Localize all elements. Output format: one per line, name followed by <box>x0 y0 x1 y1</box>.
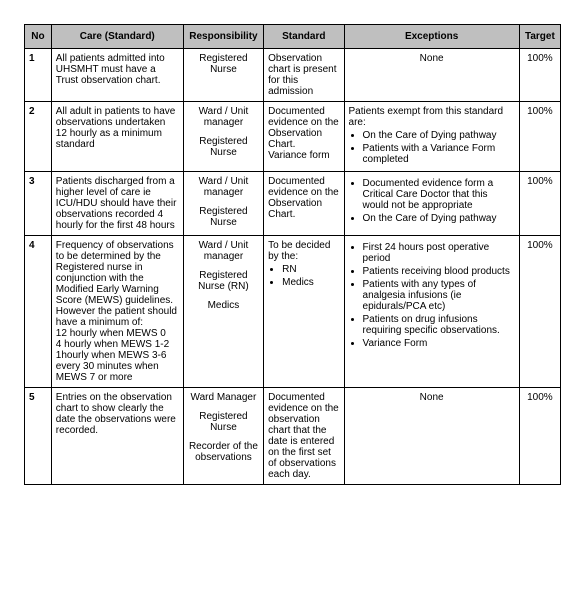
cell-exceptions: None <box>344 49 519 102</box>
exceptions-list-item: Patients receiving blood products <box>363 266 515 277</box>
cell-responsibility: Ward Manager Registered Nurse Recorder of … <box>183 388 263 485</box>
header-no: No <box>25 25 52 49</box>
cell-standard: Documented evidence on the observation c… <box>264 388 344 485</box>
header-tgt: Target <box>519 25 560 49</box>
cell-no: 1 <box>25 49 52 102</box>
table-body: 1All patients admitted into UHSMHT must … <box>25 49 561 485</box>
table-row: 5Entries on the observation chart to sho… <box>25 388 561 485</box>
table-row: 4Frequency of observations to be determi… <box>25 236 561 388</box>
standard-list-item: Medics <box>282 277 339 288</box>
responsibility-item: Registered Nurse <box>188 53 259 75</box>
cell-care: All patients admitted into UHSMHT must h… <box>51 49 183 102</box>
exceptions-list-item: On the Care of Dying pathway <box>363 213 515 224</box>
exceptions-list-item: Documented evidence form a Critical Care… <box>363 178 515 211</box>
cell-responsibility: Registered Nurse <box>183 49 263 102</box>
cell-no: 4 <box>25 236 52 388</box>
exceptions-list-item: First 24 hours post operative period <box>363 242 515 264</box>
standard-list: RN Medics <box>282 264 339 288</box>
cell-standard: Documented evidence on the Observation C… <box>264 102 344 172</box>
responsibility-item: Ward Manager <box>188 392 259 403</box>
header-std: Standard <box>264 25 344 49</box>
table-row: 3Patients discharged from a higher level… <box>25 172 561 236</box>
cell-care: Frequency of observations to be determin… <box>51 236 183 388</box>
cell-exceptions: Documented evidence form a Critical Care… <box>344 172 519 236</box>
header-resp: Responsibility <box>183 25 263 49</box>
exceptions-list-item: Patients with a Variance Form completed <box>363 143 515 165</box>
exceptions-list: On the Care of Dying pathway Patients wit… <box>363 130 515 165</box>
cell-care: Entries on the observation chart to show… <box>51 388 183 485</box>
header-row: No Care (Standard) Responsibility Standa… <box>25 25 561 49</box>
cell-target: 100% <box>519 49 560 102</box>
cell-no: 5 <box>25 388 52 485</box>
cell-responsibility: Ward / Unit manager Registered Nurse <box>183 172 263 236</box>
responsibility-item: Registered Nurse <box>188 411 259 433</box>
responsibility-item: Registered Nurse (RN) <box>188 270 259 292</box>
exceptions-list-item: Patients with any types of analgesia inf… <box>363 279 515 312</box>
responsibility-item: Medics <box>188 300 259 311</box>
standards-table: No Care (Standard) Responsibility Standa… <box>24 24 561 485</box>
cell-target: 100% <box>519 388 560 485</box>
exceptions-list-item: Patients on drug infusions requiring spe… <box>363 314 515 336</box>
cell-no: 3 <box>25 172 52 236</box>
responsibility-item: Ward / Unit manager <box>188 240 259 262</box>
cell-target: 100% <box>519 102 560 172</box>
header-care: Care (Standard) <box>51 25 183 49</box>
cell-standard: To be decided by the:RNMedics <box>264 236 344 388</box>
responsibility-item: Ward / Unit manager <box>188 106 259 128</box>
cell-care: Patients discharged from a higher level … <box>51 172 183 236</box>
table-row: 1All patients admitted into UHSMHT must … <box>25 49 561 102</box>
exceptions-list-item: Variance Form <box>363 338 515 349</box>
cell-exceptions: First 24 hours post operative period Pati… <box>344 236 519 388</box>
cell-target: 100% <box>519 236 560 388</box>
header-exc: Exceptions <box>344 25 519 49</box>
exceptions-list: Documented evidence form a Critical Care… <box>363 178 515 224</box>
responsibility-item: Recorder of the observations <box>188 441 259 463</box>
exceptions-list: First 24 hours post operative period Pati… <box>363 242 515 349</box>
responsibility-item: Registered Nurse <box>188 206 259 228</box>
cell-standard: Observation chart is present for this ad… <box>264 49 344 102</box>
cell-responsibility: Ward / Unit manager Registered Nurse (RN)… <box>183 236 263 388</box>
exceptions-list-item: On the Care of Dying pathway <box>363 130 515 141</box>
standard-list-item: RN <box>282 264 339 275</box>
table-row: 2All adult in patients to have observati… <box>25 102 561 172</box>
cell-target: 100% <box>519 172 560 236</box>
cell-care: All adult in patients to have observatio… <box>51 102 183 172</box>
cell-responsibility: Ward / Unit manager Registered Nurse <box>183 102 263 172</box>
cell-standard: Documented evidence on the Observation C… <box>264 172 344 236</box>
cell-no: 2 <box>25 102 52 172</box>
responsibility-item: Registered Nurse <box>188 136 259 158</box>
cell-exceptions: None <box>344 388 519 485</box>
responsibility-item: Ward / Unit manager <box>188 176 259 198</box>
exceptions-lead: Patients exempt from this standard are: <box>349 106 515 128</box>
cell-exceptions: Patients exempt from this standard are:O… <box>344 102 519 172</box>
